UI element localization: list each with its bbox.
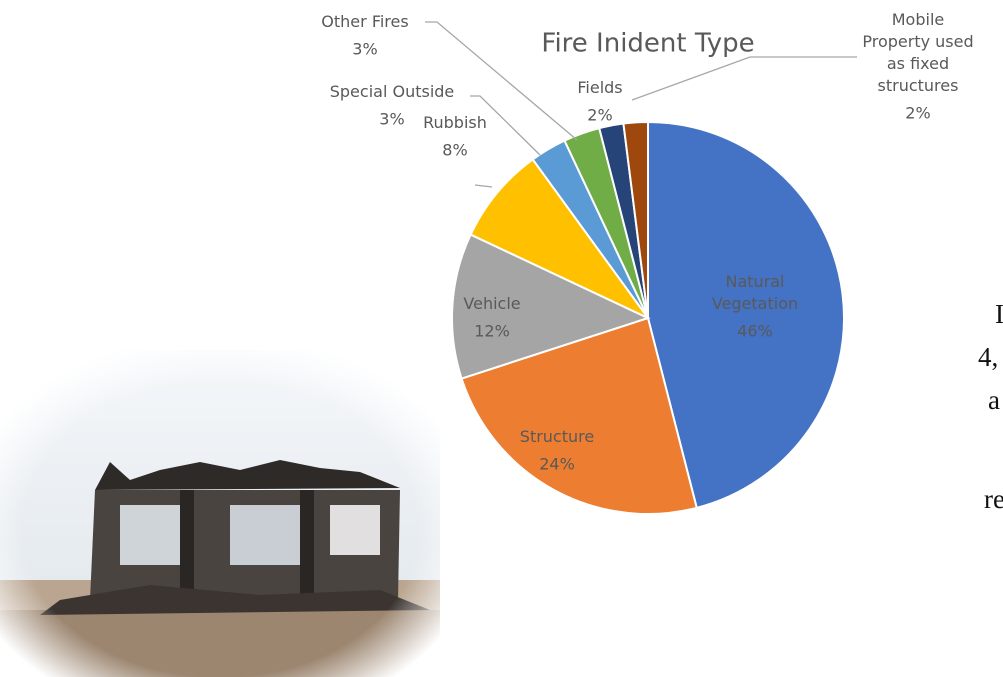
leader-line [474,184,493,188]
pie-slice [460,316,698,515]
category-label: Rubbish [423,113,487,132]
value-label: 24% [539,455,575,474]
leader-line [470,95,541,156]
category-label: Fields [577,78,622,97]
value-label: 46% [737,322,773,341]
category-label: Other Fires [321,12,408,31]
side-text: a [988,385,1000,415]
side-text: re [984,484,1003,514]
pie-slice [622,120,649,319]
pie-slice [469,158,649,319]
side-text: I [995,299,1003,329]
category-label: Mobile Property used as fixed structures [862,10,973,95]
value-label: 2% [587,106,612,125]
category-label: Natural Vegetation [712,272,798,313]
photo [0,350,440,677]
category-label: Vehicle [463,294,520,313]
pie-slice [451,233,651,380]
value-label: 2% [905,104,930,123]
value-label: 12% [474,322,510,341]
side-text: 4, [978,342,998,372]
chart-title: Fire Inident Type [541,29,754,59]
value-label: 3% [379,110,404,129]
leader-line [631,56,857,101]
leader-line [425,21,578,141]
pie-slice [647,120,845,510]
category-label: Special Outside [330,82,455,101]
category-label: Structure [520,427,594,446]
value-label: 3% [352,40,377,59]
value-label: 8% [442,141,467,160]
